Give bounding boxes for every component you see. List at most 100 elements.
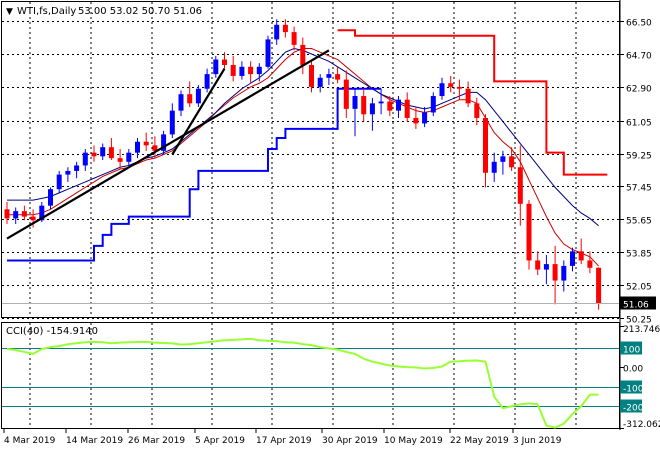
price-tick-label: 59.25	[626, 152, 652, 162]
date-tick-label: 14 Mar 2019	[66, 436, 123, 446]
cci-tick-label: 100	[623, 346, 640, 356]
bear-candle	[152, 145, 158, 151]
bull-candle	[561, 265, 567, 281]
bear-candle	[578, 251, 584, 261]
bear-candle	[404, 99, 410, 118]
cci-tick-label: 213.746	[623, 325, 660, 335]
date-tick-label: 22 May 2019	[450, 436, 509, 446]
price-tick-label: 55.65	[626, 217, 652, 227]
bull-candle	[48, 189, 53, 206]
bear-candle	[300, 44, 306, 65]
cci-level-badge	[620, 380, 642, 394]
bear-candle	[91, 152, 97, 157]
date-tick-label: 26 Mar 2019	[128, 436, 185, 446]
date-tick-label: 5 Apr 2019	[195, 436, 245, 446]
bull-candle	[126, 152, 132, 162]
bull-candle	[65, 170, 71, 175]
price-tick-label: 52.05	[626, 283, 652, 293]
date-tick-label: 4 Mar 2019	[4, 436, 56, 446]
axes: 66.50 64.70 62.90 61.05 59.25 57.45 55.65 53.85…	[3, 19, 660, 446]
price-tick-label: 50.25	[626, 316, 652, 326]
date-tick-label: 10 May 2019	[384, 436, 443, 446]
date-tick-label: 3 Jun 2019	[513, 436, 562, 446]
bear-candle	[248, 66, 254, 75]
bull-candle	[204, 74, 210, 89]
bear-candle	[474, 103, 480, 118]
symbol-label: WTI,fs,Daily	[17, 6, 76, 17]
bear-candle	[335, 74, 341, 80]
bull-candle	[56, 174, 62, 190]
current-price-badge	[620, 296, 656, 310]
bear-candle	[117, 158, 123, 162]
bear-candle	[222, 59, 227, 65]
bear-candle	[552, 264, 558, 281]
cci-tick-label: -100	[623, 385, 644, 395]
indicator-panel-frame	[1, 322, 620, 429]
bull-candle	[239, 66, 245, 76]
bull-candle	[256, 66, 262, 75]
price-tick-label: 53.85	[626, 250, 652, 260]
bull-candle	[430, 96, 436, 113]
bull-candle	[82, 152, 88, 166]
bull-candle	[352, 96, 358, 109]
bull-candle	[100, 147, 106, 157]
date-tick-label: 17 Apr 2019	[256, 436, 312, 446]
price-tick-label: 66.50	[626, 19, 652, 29]
support_step-line	[7, 87, 382, 262]
price-plot	[2, 19, 619, 310]
bull-candle	[491, 161, 497, 173]
indicator-label: CCI(40) -154.9140	[6, 326, 98, 337]
bear-candle	[413, 117, 419, 124]
bull-candle	[326, 74, 332, 78]
bull-candle	[265, 39, 271, 67]
ohlc-label: 53.00 53.02 50.70 51.06	[78, 6, 202, 17]
bear-candle	[4, 209, 10, 219]
price-tick-label: 62.90	[626, 85, 652, 95]
bull-candle	[213, 59, 219, 75]
bull-candle	[169, 110, 175, 135]
bull-candle	[317, 77, 323, 87]
bull-candle	[378, 101, 384, 104]
bear-candle	[291, 32, 297, 45]
bear-candle	[187, 94, 193, 104]
cci-tick-label: 0.00	[623, 365, 643, 375]
cci-plot	[2, 337, 619, 429]
bear-candle	[456, 86, 462, 89]
bear-candle	[465, 88, 471, 104]
cci-tick-label: -312.062	[623, 420, 660, 430]
bear-candle	[361, 96, 367, 115]
bear-candle	[30, 216, 36, 221]
price-tick-label: 61.05	[626, 119, 652, 129]
bear-candle	[230, 64, 236, 76]
bull-candle	[396, 99, 401, 111]
bear-candle	[282, 24, 288, 33]
current-price-label: 51.06	[623, 301, 649, 311]
bull-candle	[439, 83, 445, 97]
bull-candle	[161, 134, 167, 151]
bull-candle	[274, 24, 280, 40]
date-tick-label: 30 Apr 2019	[322, 436, 378, 446]
bear-candle	[143, 141, 149, 146]
cci-level-badge	[620, 399, 642, 413]
bear-candle	[509, 156, 515, 168]
collapse-triangle-icon[interactable]: ▼	[6, 7, 13, 17]
bull-candle	[74, 165, 80, 171]
resistance_step-line	[337, 29, 608, 176]
bear-candle	[526, 203, 532, 261]
bull-candle	[570, 251, 575, 266]
cci-level-badge	[620, 341, 642, 355]
bear-candle	[596, 267, 602, 304]
bear-candle	[517, 167, 523, 204]
bull-candle	[543, 264, 549, 270]
price-tick-label: 57.45	[626, 184, 652, 194]
bear-candle	[343, 79, 349, 109]
bull-candle	[178, 94, 184, 111]
bull-candle	[39, 205, 45, 221]
cci-line	[6, 337, 599, 429]
bear-candle	[387, 101, 393, 111]
trendline	[6, 49, 330, 240]
bear-candle	[21, 211, 27, 217]
bull-candle	[195, 88, 201, 104]
